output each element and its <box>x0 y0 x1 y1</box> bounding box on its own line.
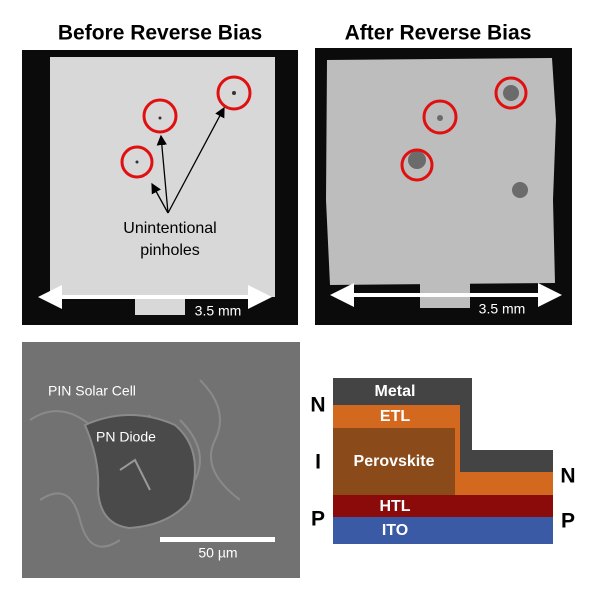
sem-label: PN Diode <box>96 429 156 445</box>
pinhole-markers <box>120 75 252 179</box>
layer-perovskite <box>333 428 455 495</box>
layer-letter: I <box>315 451 321 474</box>
layer-etl <box>333 405 460 428</box>
layer-label: HTL <box>379 498 410 515</box>
annotation: Unintentional <box>123 220 216 237</box>
layer-label: Perovskite <box>354 453 435 470</box>
layer-label: ITO <box>382 522 408 539</box>
device-tab <box>135 290 185 315</box>
layer-label: Metal <box>375 383 416 400</box>
scale-bar <box>160 537 275 542</box>
layer-letter: N <box>560 465 575 488</box>
layer-letter: N <box>310 394 325 417</box>
scale-label: 3.5 mm <box>195 303 242 319</box>
pinhole-markers <box>400 76 528 182</box>
layer-ito <box>333 517 553 544</box>
sem-label: PIN Solar Cell <box>48 383 136 399</box>
layer-htl <box>333 495 553 517</box>
layer-letter: P <box>561 510 575 533</box>
layer-label: ETL <box>380 408 410 425</box>
layer-letter: P <box>311 508 325 531</box>
layer-metal <box>333 378 472 405</box>
device <box>50 57 275 297</box>
scale-label: 50 µm <box>198 545 237 561</box>
panel-title: After Reverse Bias <box>345 22 532 45</box>
panel-title: Before Reverse Bias <box>58 22 262 45</box>
device <box>326 58 556 285</box>
scale-label: 3.5 mm <box>479 301 526 317</box>
annotation: pinholes <box>140 242 200 259</box>
pointer-arrows <box>151 106 225 214</box>
